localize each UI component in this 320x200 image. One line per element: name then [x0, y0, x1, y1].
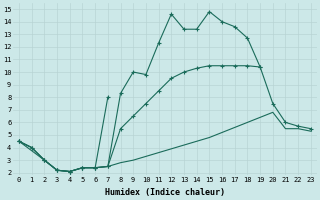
X-axis label: Humidex (Indice chaleur): Humidex (Indice chaleur)	[105, 188, 225, 197]
